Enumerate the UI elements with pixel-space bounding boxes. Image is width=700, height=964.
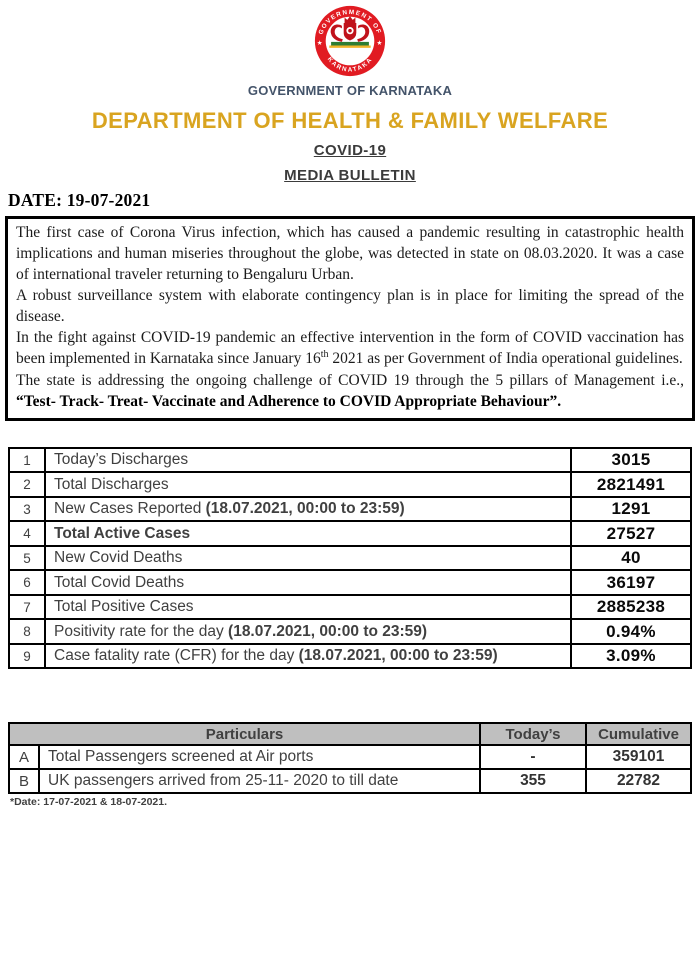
row-value: 36197 — [570, 569, 692, 596]
table-row: 1 Today’s Discharges 3015 — [8, 446, 692, 474]
intro-text-box: The first case of Corona Virus infection… — [5, 216, 695, 421]
row-value: 3015 — [570, 446, 692, 474]
table-row: B UK passengers arrived from 25-11- 2020… — [8, 768, 692, 795]
table-row: 6 Total Covid Deaths 36197 — [8, 569, 692, 596]
row-number: 3 — [8, 495, 46, 523]
row-todays-value: 355 — [479, 768, 587, 795]
row-todays-value: - — [479, 744, 587, 771]
row-label: Today’s Discharges — [44, 446, 572, 474]
row-value: 2821491 — [570, 471, 692, 498]
row-number: 2 — [8, 471, 46, 498]
row-label: Total Positive Cases — [44, 593, 572, 621]
row-cumulative-value: 22782 — [585, 768, 692, 795]
row-number: 8 — [8, 618, 46, 645]
row-label: Total Passengers screened at Air ports — [38, 744, 481, 771]
row-number: 7 — [8, 593, 46, 621]
row-id: B — [8, 768, 40, 795]
karnataka-emblem-icon: GOVERNMENT OF KARNATAKA ★ ★ — [314, 5, 386, 77]
department-title: DEPARTMENT OF HEALTH & FAMILY WELFARE — [91, 108, 609, 133]
svg-text:★: ★ — [317, 40, 323, 47]
row-value: 2885238 — [570, 593, 692, 621]
row-id: A — [8, 744, 40, 771]
row-label: Total Covid Deaths — [44, 569, 572, 596]
table-row: 7 Total Positive Cases 2885238 — [8, 593, 692, 621]
row-label: UK passengers arrived from 25-11- 2020 t… — [38, 768, 481, 795]
row-number: 4 — [8, 520, 46, 547]
bulletin-date: DATE: 19-07-2021 — [8, 190, 151, 210]
row-value: 3.09% — [570, 642, 692, 670]
covid-stats-table: 1 Today’s Discharges 3015 2 Total Discha… — [8, 446, 692, 670]
government-of-karnataka-heading: GOVERNMENT OF KARNATAKA — [247, 83, 453, 98]
row-label: Total Discharges — [44, 471, 572, 498]
intro-paragraph-4: The state is addressing the ongoing chal… — [16, 371, 684, 410]
passengers-table: Particulars Today’s Cumulative A Total P… — [8, 722, 692, 795]
five-pillars-quote: “Test- Track- Treat- Vaccinate and Adher… — [16, 392, 562, 410]
cumulative-header: Cumulative — [585, 722, 692, 747]
row-value: 40 — [570, 544, 692, 572]
table-row: 3 New Cases Reported (18.07.2021, 00:00 … — [8, 495, 692, 523]
table-row: 9 Case fatality rate (CFR) for the day (… — [8, 642, 692, 670]
table-row: 2 Total Discharges 2821491 — [8, 471, 692, 498]
row-number: 5 — [8, 544, 46, 572]
row-label: Total Active Cases — [44, 520, 572, 547]
row-label: Positivity rate for the day (18.07.2021,… — [44, 618, 572, 645]
row-value: 27527 — [570, 520, 692, 547]
row-cumulative-value: 359101 — [585, 744, 692, 771]
intro-paragraph-1: The first case of Corona Virus infection… — [16, 224, 684, 284]
particulars-header: Particulars — [8, 722, 481, 747]
row-label: New Cases Reported (18.07.2021, 00:00 to… — [44, 495, 572, 523]
intro-paragraph-3: In the fight against COVID-19 pandemic a… — [16, 329, 684, 368]
table-row: 5 New Covid Deaths 40 — [8, 544, 692, 572]
emblem-container: GOVERNMENT OF KARNATAKA ★ ★ — [0, 0, 700, 82]
table-row: 8 Positivity rate for the day (18.07.202… — [8, 618, 692, 645]
row-value: 0.94% — [570, 618, 692, 645]
row-label: Case fatality rate (CFR) for the day (18… — [44, 642, 572, 670]
row-number: 9 — [8, 642, 46, 670]
passengers-header-row: Particulars Today’s Cumulative — [8, 722, 692, 747]
date-footnote: *Date: 17-07-2021 & 18-07-2021. — [10, 796, 168, 809]
row-number: 6 — [8, 569, 46, 596]
todays-header: Today’s — [479, 722, 587, 747]
covid19-subtitle: COVID-19 — [313, 142, 387, 159]
row-value: 1291 — [570, 495, 692, 523]
media-bulletin-subtitle: MEDIA BULLETIN — [284, 167, 416, 184]
table-row: 4 Total Active Cases 27527 — [8, 520, 692, 547]
svg-text:★: ★ — [377, 40, 383, 47]
intro-paragraph-2: A robust surveillance system with elabor… — [16, 287, 684, 326]
row-number: 1 — [8, 446, 46, 474]
table-row: A Total Passengers screened at Air ports… — [8, 744, 692, 771]
row-label: New Covid Deaths — [44, 544, 572, 572]
